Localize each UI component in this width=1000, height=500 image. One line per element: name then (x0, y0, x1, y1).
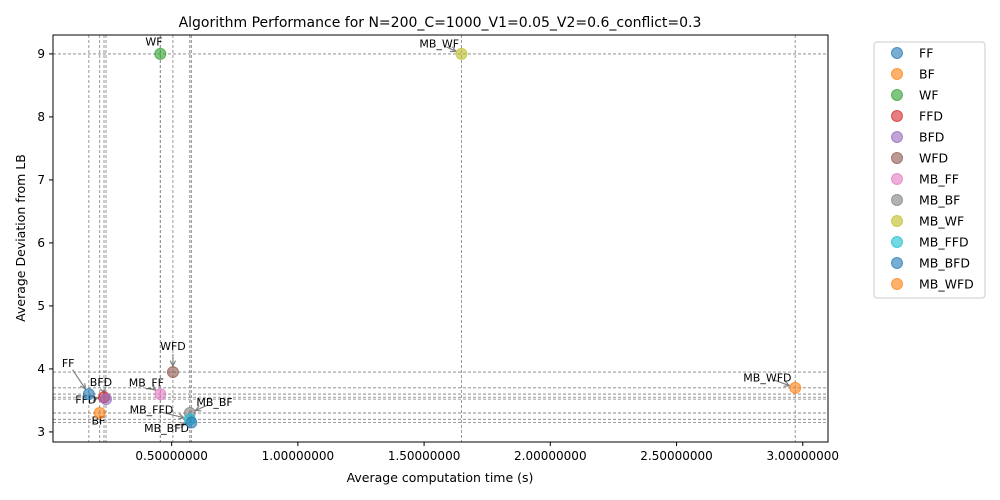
annotation-label-bfd: BFD (90, 376, 112, 389)
x-axis-label: Average computation time (s) (347, 470, 534, 485)
annotation-label-ff: FF (62, 357, 75, 370)
annotation-arrow-ff (72, 369, 87, 390)
point-wfd (166, 366, 179, 379)
y-tick-label: 7 (37, 173, 45, 187)
legend-marker-mb_bfd (891, 257, 903, 269)
y-tick-label: 6 (37, 236, 45, 250)
legend-marker-ff (891, 47, 903, 59)
y-tick-label: 8 (37, 110, 45, 124)
y-axis-ticks: 3 4 5 6 7 8 9 (37, 47, 53, 439)
x-axis-ticks: 0.50000000 1.00000000 1.50000000 2.00000000… (135, 442, 839, 463)
point-mb_wf (455, 47, 468, 60)
y-tick-label: 4 (37, 362, 45, 376)
x-tick-label: 1.00000000 (262, 449, 335, 463)
x-tick-label: 1.50000000 (388, 449, 461, 463)
reference-lines (53, 35, 828, 442)
legend-marker-wfd (891, 152, 903, 164)
annotation-label-wf: WF (145, 36, 162, 49)
legend-label-mb_wfd: MB_WFD (919, 277, 974, 292)
legend-marker-mb_wf (891, 215, 903, 227)
x-tick-label: 2.50000000 (640, 449, 713, 463)
legend-label-bf: BF (919, 67, 935, 82)
plot-frame (52, 34, 829, 443)
annotation-label-mb_bfd: MB_BFD (144, 422, 189, 435)
annotation-label-mb_bf: MB_BF (196, 396, 232, 409)
annotation-arrow-mb_ffd (159, 411, 185, 419)
annotation-arrowhead-mb_bfd (179, 421, 187, 428)
point-bf (93, 407, 106, 420)
legend-label-ffd: FFD (919, 109, 943, 124)
legend-marker-bfd (891, 131, 903, 143)
annotation-arrow-mb_wfd (774, 379, 790, 387)
legend-marker-wf (891, 89, 903, 101)
y-axis-label: Average Deviation from LB (13, 154, 28, 322)
annotation-arrow-mb_wf (446, 46, 457, 52)
legend-label-mb_bfd: MB_BFD (919, 256, 970, 271)
annotation-label-mb_ff: MB_FF (129, 377, 164, 390)
legend-marker-mb_wfd (891, 278, 903, 290)
data-points (82, 47, 802, 429)
legend-label-mb_ffd: MB_FFD (919, 235, 969, 250)
annotation-arrowhead-mb_bf (194, 405, 202, 412)
legend-label-wfd: WFD (919, 151, 948, 166)
legend-marker-ffd (891, 110, 903, 122)
legend-label-mb_ff: MB_FF (919, 172, 959, 187)
annotation-arrowhead-mb_wfd (783, 380, 791, 387)
legend-marker-mb_bf (891, 194, 903, 206)
legend-label-bfd: BFD (919, 130, 944, 145)
point-wf (154, 47, 167, 60)
annotation-arrowhead-ff (80, 383, 87, 391)
annotation-label-mb_wf: MB_WF (419, 38, 459, 51)
y-tick-label: 9 (37, 47, 45, 61)
y-tick-label: 3 (37, 425, 45, 439)
x-tick-label: 2.00000000 (514, 449, 587, 463)
y-tick-label: 5 (37, 299, 45, 313)
annotation-label-wfd: WFD (160, 340, 186, 353)
point-mb_bfd (185, 416, 198, 429)
annotation-arrowhead-mb_ff (149, 384, 157, 392)
annotation-arrow-mb_bf (195, 404, 208, 412)
legend-marker-mb_ffd (891, 236, 903, 248)
legend-label-mb_bf: MB_BF (919, 193, 960, 208)
annotation-arrow-mb_bfd (174, 423, 186, 427)
point-bfd (100, 393, 113, 406)
x-tick-label: 0.50000000 (135, 449, 208, 463)
legend-label-wf: WF (919, 88, 939, 103)
point-mb_ff (154, 388, 167, 401)
x-tick-label: 3.00000000 (766, 449, 839, 463)
legend-marker-bf (891, 68, 903, 80)
point-mb_wfd (789, 381, 802, 394)
point-ff (82, 388, 95, 401)
legend-marker-mb_ff (891, 173, 903, 185)
annotation-label-mb_ffd: MB_FFD (130, 404, 174, 417)
annotation-label-mb_wfd: MB_WFD (743, 372, 791, 385)
chart-title: Algorithm Performance for N=200_C=1000_V… (179, 15, 702, 31)
legend-label-mb_wf: MB_WF (919, 214, 964, 229)
legend-label-ff: FF (919, 46, 933, 61)
annotations: FFBFDFFDBFWFWFDMB_FFMB_BFMB_FFDMB_BFDMB_… (62, 36, 792, 435)
legend-frame (873, 41, 986, 299)
legend: FF BF WF FFD BFD WFD MB_FF MB_BF MB_WF MB_FFD MB_B… (873, 41, 986, 299)
